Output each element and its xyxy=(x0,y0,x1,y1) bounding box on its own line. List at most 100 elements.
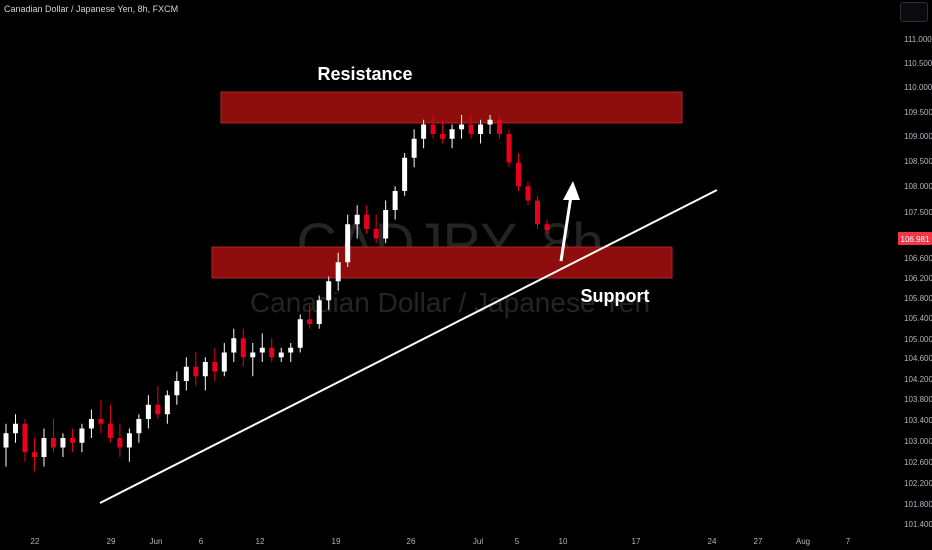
candle-body-down xyxy=(155,405,160,415)
time-tick-label: 19 xyxy=(332,537,341,546)
price-tick-label: 108.000 xyxy=(904,182,932,191)
candle-body-down xyxy=(507,134,512,163)
price-tick-label: 103.000 xyxy=(904,437,932,446)
current-price-value: 106.981 xyxy=(901,235,930,244)
candle-body-up xyxy=(231,338,236,352)
candle-body-down xyxy=(364,215,369,229)
candle-body-up xyxy=(222,353,227,372)
candle-body-down xyxy=(374,229,379,239)
candle-body-down xyxy=(516,163,521,187)
candle-body-up xyxy=(250,353,255,358)
price-tick-label: 101.400 xyxy=(904,520,932,529)
time-tick-label: Jul xyxy=(473,537,483,546)
price-tick-label: 105.400 xyxy=(904,314,932,323)
candle-body-up xyxy=(184,367,189,381)
time-tick-label: 27 xyxy=(754,537,763,546)
candle-body-up xyxy=(345,224,350,262)
candle-body-up xyxy=(478,125,483,135)
candle-body-up xyxy=(459,125,464,130)
price-tick-label: 104.600 xyxy=(904,354,932,363)
symbol-title: Canadian Dollar / Japanese Yen, 8h, FXCM xyxy=(4,4,178,14)
current-price-tag: 106.981 xyxy=(898,232,932,245)
candle-body-up xyxy=(136,419,141,433)
time-tick-label: 7 xyxy=(846,537,851,546)
time-tick-label: 26 xyxy=(407,537,416,546)
price-tick-label: 103.800 xyxy=(904,395,932,404)
candle-body-down xyxy=(526,186,531,200)
time-tick-label: 10 xyxy=(559,537,568,546)
candle-body-down xyxy=(117,438,122,448)
price-tick-label: 108.500 xyxy=(904,157,932,166)
chart-settings-icon[interactable] xyxy=(900,2,928,22)
candle-body-down xyxy=(269,348,274,358)
price-tick-label: 106.200 xyxy=(904,274,932,283)
candle-body-down xyxy=(307,319,312,324)
candle-body-up xyxy=(336,262,341,281)
price-tick-label: 102.200 xyxy=(904,479,932,488)
candle-body-up xyxy=(279,353,284,358)
candle-body-up xyxy=(79,429,84,443)
price-tick-label: 105.000 xyxy=(904,335,932,344)
candle-body-up xyxy=(393,191,398,210)
resistance-zone xyxy=(221,92,682,123)
time-tick-label: 5 xyxy=(515,537,520,546)
price-tick-label: 111.000 xyxy=(904,35,932,44)
support-label: Support xyxy=(581,286,650,306)
price-tick-label: 109.000 xyxy=(904,132,932,141)
time-tick-label: 29 xyxy=(107,537,116,546)
candle-body-up xyxy=(13,424,18,434)
candle-body-up xyxy=(383,210,388,239)
candle-body-up xyxy=(165,395,170,414)
candle-body-down xyxy=(431,125,436,135)
price-tick-label: 105.800 xyxy=(904,294,932,303)
support-zone xyxy=(212,247,672,278)
candle-body-up xyxy=(288,348,293,353)
candle-body-up xyxy=(488,120,493,125)
time-tick-label: Aug xyxy=(796,537,810,546)
candle-body-down xyxy=(469,125,474,135)
time-tick-label: 24 xyxy=(708,537,717,546)
candle-body-down xyxy=(440,134,445,139)
candle-body-up xyxy=(146,405,151,419)
candle-body-down xyxy=(98,419,103,424)
candle-body-up xyxy=(4,433,9,447)
candle-body-down xyxy=(212,362,217,372)
price-tick-label: 103.400 xyxy=(904,416,932,425)
candle-body-down xyxy=(241,338,246,357)
price-tick-label: 109.500 xyxy=(904,108,932,117)
price-tick-label: 102.600 xyxy=(904,458,932,467)
price-tick-label: 104.200 xyxy=(904,375,932,384)
candle-body-up xyxy=(421,125,426,139)
candle-body-up xyxy=(260,348,265,353)
candle-body-down xyxy=(545,224,550,230)
time-tick-label: 6 xyxy=(199,537,204,546)
candle-body-up xyxy=(355,215,360,225)
candle-body-up xyxy=(127,433,132,447)
time-tick-label: Jun xyxy=(150,537,163,546)
candle-body-down xyxy=(32,452,37,457)
candle-body-down xyxy=(535,201,540,225)
price-tick-label: 106.600 xyxy=(904,254,932,263)
price-tick-label: 110.000 xyxy=(904,83,932,92)
candle-body-up xyxy=(450,129,455,139)
time-tick-label: 17 xyxy=(632,537,641,546)
candle-body-up xyxy=(60,438,65,448)
time-tick-label: 22 xyxy=(31,537,40,546)
price-tick-label: 107.500 xyxy=(904,208,932,217)
candle-body-down xyxy=(108,424,113,438)
candle-body-down xyxy=(193,367,198,377)
resistance-label: Resistance xyxy=(317,64,412,84)
candle-body-up xyxy=(317,300,322,324)
candle-body-down xyxy=(70,438,75,443)
candle-body-up xyxy=(203,362,208,376)
candle-body-up xyxy=(41,438,46,457)
price-tick-label: 110.500 xyxy=(904,59,932,68)
candle-body-up xyxy=(402,158,407,191)
candle-body-down xyxy=(22,424,27,453)
time-tick-label: 12 xyxy=(256,537,265,546)
candle-body-down xyxy=(497,120,502,134)
candle-body-up xyxy=(412,139,417,158)
candle-body-down xyxy=(51,438,56,448)
candle-body-up xyxy=(298,319,303,348)
